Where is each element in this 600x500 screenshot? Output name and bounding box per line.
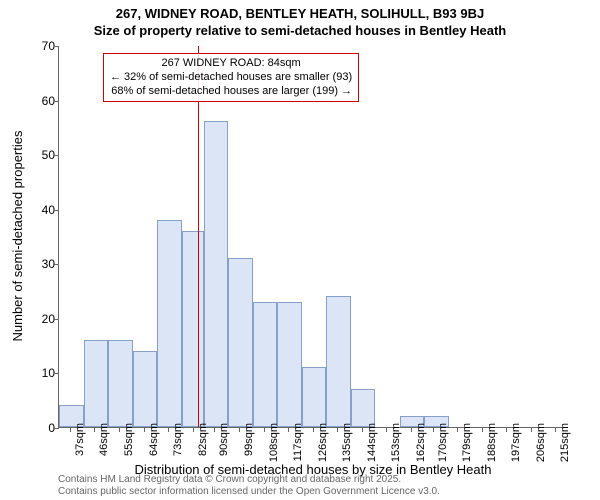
x-tick-mark: [193, 427, 194, 432]
x-tick-mark: [313, 427, 314, 432]
x-tick-mark: [362, 427, 363, 432]
y-tick-label: 70: [33, 39, 55, 53]
x-tick-label: 188sqm: [486, 423, 498, 462]
x-tick-mark: [482, 427, 483, 432]
x-tick-label: 197sqm: [510, 423, 522, 462]
x-tick-mark: [70, 427, 71, 432]
footer-line-2: Contains public sector information licen…: [58, 486, 440, 498]
y-tick-mark: [54, 155, 59, 156]
x-tick-mark: [214, 427, 215, 432]
x-tick-label: 162sqm: [415, 423, 427, 462]
x-tick-mark: [288, 427, 289, 432]
histogram-bar: [326, 296, 351, 427]
reference-line: [198, 46, 199, 427]
histogram-bar: [253, 302, 278, 428]
histogram-bar: [351, 389, 376, 427]
histogram-bar: [182, 231, 204, 427]
histogram-bar: [277, 302, 302, 428]
footer-line-1: Contains HM Land Registry data © Crown c…: [58, 474, 440, 486]
x-tick-mark: [94, 427, 95, 432]
y-tick-label: 40: [33, 203, 55, 217]
x-tick-label: 90sqm: [218, 423, 230, 456]
x-tick-mark: [386, 427, 387, 432]
annotation-line-2: ← 32% of semi-detached houses are smalle…: [110, 71, 352, 85]
x-tick-label: 179sqm: [461, 423, 473, 462]
x-tick-mark: [337, 427, 338, 432]
y-tick-mark: [54, 264, 59, 265]
x-tick-mark: [411, 427, 412, 432]
x-tick-mark: [144, 427, 145, 432]
y-tick-label: 60: [33, 94, 55, 108]
x-tick-mark: [239, 427, 240, 432]
x-tick-label: 126sqm: [317, 423, 329, 462]
y-axis-label: Number of semi-detached properties: [10, 131, 25, 342]
x-tick-mark: [168, 427, 169, 432]
annotation-line-3: 68% of semi-detached houses are larger (…: [110, 85, 352, 99]
histogram-bar: [157, 220, 182, 427]
chart-footer: Contains HM Land Registry data © Crown c…: [58, 474, 440, 498]
x-tick-label: 82sqm: [197, 423, 209, 456]
y-tick-mark: [54, 210, 59, 211]
y-tick-label: 0: [33, 421, 55, 435]
chart-title-1: 267, WIDNEY ROAD, BENTLEY HEATH, SOLIHUL…: [0, 6, 600, 21]
histogram-bar: [204, 121, 229, 427]
histogram-bar: [84, 340, 109, 427]
x-tick-label: 153sqm: [390, 423, 402, 462]
histogram-chart: 267, WIDNEY ROAD, BENTLEY HEATH, SOLIHUL…: [0, 0, 600, 500]
x-tick-label: 99sqm: [243, 423, 255, 456]
x-tick-label: 73sqm: [172, 423, 184, 456]
y-tick-label: 50: [33, 148, 55, 162]
x-tick-label: 170sqm: [437, 423, 449, 462]
y-tick-mark: [54, 101, 59, 102]
x-tick-label: 135sqm: [341, 423, 353, 462]
x-tick-label: 37sqm: [74, 423, 86, 456]
y-tick-mark: [54, 428, 59, 429]
x-tick-label: 117sqm: [292, 423, 304, 461]
y-tick-mark: [54, 46, 59, 47]
x-tick-mark: [264, 427, 265, 432]
x-tick-label: 46sqm: [98, 423, 110, 456]
x-tick-label: 108sqm: [268, 423, 280, 462]
x-tick-mark: [531, 427, 532, 432]
annotation-line-1: 267 WIDNEY ROAD: 84sqm: [110, 57, 352, 71]
x-tick-mark: [457, 427, 458, 432]
annotation-box: 267 WIDNEY ROAD: 84sqm← 32% of semi-deta…: [103, 53, 359, 102]
y-tick-label: 20: [33, 312, 55, 326]
x-tick-mark: [433, 427, 434, 432]
x-tick-mark: [119, 427, 120, 432]
y-tick-label: 30: [33, 257, 55, 271]
plot-area: 01020304050607037sqm46sqm55sqm64sqm73sqm…: [58, 46, 568, 428]
chart-title-2: Size of property relative to semi-detach…: [0, 23, 600, 38]
histogram-bar: [133, 351, 158, 427]
histogram-bar: [302, 367, 327, 427]
histogram-bar: [228, 258, 253, 427]
x-tick-label: 215sqm: [559, 423, 571, 462]
histogram-bar: [108, 340, 133, 427]
x-tick-label: 55sqm: [123, 423, 135, 456]
x-tick-label: 64sqm: [148, 423, 160, 456]
x-tick-mark: [506, 427, 507, 432]
y-tick-mark: [54, 319, 59, 320]
x-tick-label: 144sqm: [366, 423, 378, 462]
x-tick-mark: [555, 427, 556, 432]
y-tick-mark: [54, 373, 59, 374]
x-tick-label: 206sqm: [535, 423, 547, 462]
y-tick-label: 10: [33, 366, 55, 380]
